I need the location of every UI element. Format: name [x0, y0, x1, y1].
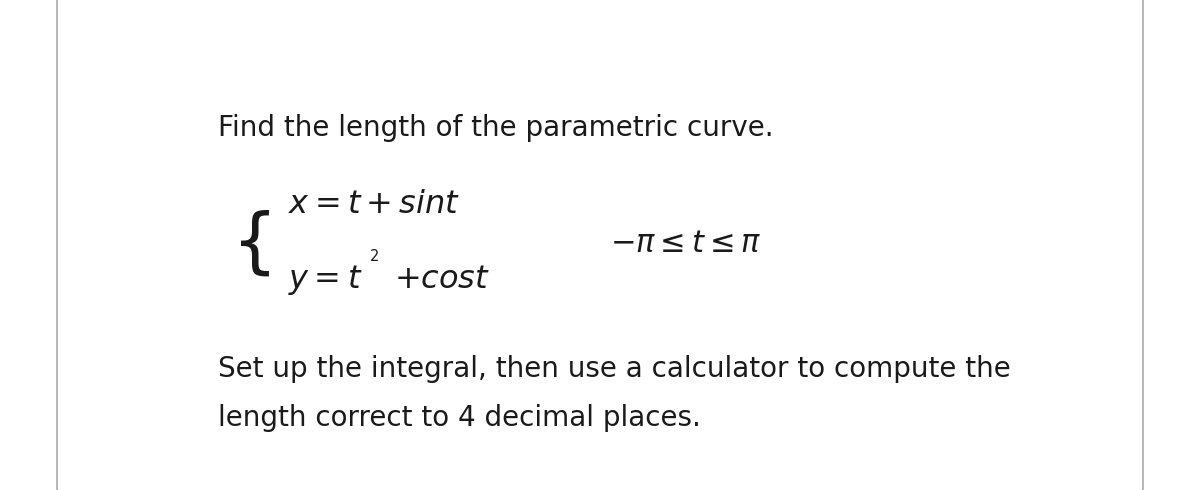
Text: $\{$: $\{$	[230, 209, 270, 279]
Text: $x = t + sint$: $x = t + sint$	[288, 189, 460, 220]
Text: Set up the integral, then use a calculator to compute the: Set up the integral, then use a calculat…	[218, 355, 1010, 383]
Text: $-\pi \leq t \leq \pi$: $-\pi \leq t \leq \pi$	[611, 229, 762, 258]
Text: Find the length of the parametric curve.: Find the length of the parametric curve.	[218, 114, 774, 142]
Text: $y = t$: $y = t$	[288, 263, 362, 296]
Text: $+ cost$: $+ cost$	[394, 264, 490, 295]
Text: length correct to 4 decimal places.: length correct to 4 decimal places.	[218, 404, 701, 432]
Text: $^2$: $^2$	[370, 251, 379, 270]
